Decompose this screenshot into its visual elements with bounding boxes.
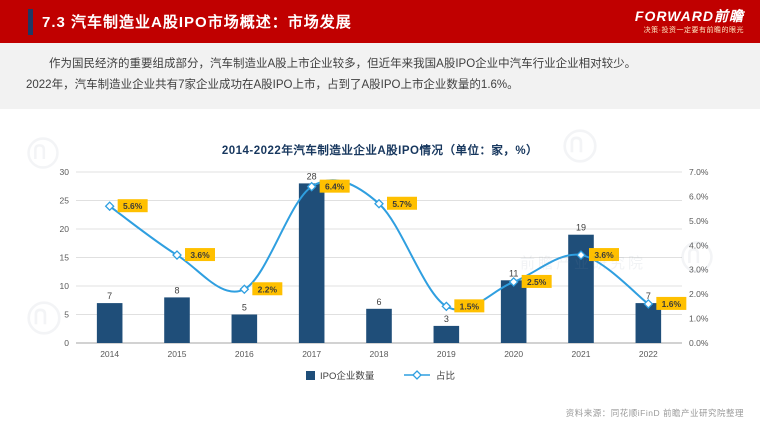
svg-text:2018: 2018 xyxy=(370,349,389,359)
svg-text:1.5%: 1.5% xyxy=(460,301,480,311)
x-axis-labels: 2014 2015 2016 2017 2018 2019 2020 2021 2022 xyxy=(100,349,658,359)
svg-text:0.0%: 0.0% xyxy=(689,338,709,348)
svg-text:2017: 2017 xyxy=(302,349,321,359)
svg-text:3.6%: 3.6% xyxy=(594,250,614,260)
svg-text:占比: 占比 xyxy=(436,370,455,382)
svg-text:30: 30 xyxy=(60,167,70,177)
svg-text:2016: 2016 xyxy=(235,349,254,359)
svg-text:15: 15 xyxy=(60,253,70,263)
svg-text:20: 20 xyxy=(60,224,70,234)
svg-text:2.5%: 2.5% xyxy=(527,277,547,287)
header-bar: 7.3 汽车制造业A股IPO市场概述：市场发展 FORWARD前瞻 决策·投资一… xyxy=(0,0,760,43)
brand-logo: FORWARD前瞻 xyxy=(634,7,744,24)
svg-text:0: 0 xyxy=(64,338,69,348)
svg-text:5.7%: 5.7% xyxy=(392,199,412,209)
svg-text:2022: 2022 xyxy=(639,349,658,359)
svg-text:2020: 2020 xyxy=(504,349,523,359)
svg-text:IPO企业数量: IPO企业数量 xyxy=(320,370,375,382)
bar-value-labels: 7 8 5 28 6 3 11 19 7 xyxy=(107,171,651,324)
svg-text:5.0%: 5.0% xyxy=(689,216,709,226)
chart-area: 0 5 10 15 20 25 30 0.0% 1.0% 2.0% 3.0% 4.0% 5.0% 6.0%… xyxy=(30,158,730,390)
svg-text:7: 7 xyxy=(107,291,112,301)
svg-text:5.6%: 5.6% xyxy=(123,201,143,211)
svg-text:1.6%: 1.6% xyxy=(662,299,682,309)
source-note: 资料来源：同花顺iFinD 前瞻产业研究院整理 xyxy=(565,408,744,418)
svg-text:3.0%: 3.0% xyxy=(689,265,709,275)
svg-text:6: 6 xyxy=(376,297,381,307)
svg-text:3.6%: 3.6% xyxy=(190,250,210,260)
svg-text:2.0%: 2.0% xyxy=(689,289,709,299)
svg-text:7: 7 xyxy=(646,291,651,301)
svg-text:11: 11 xyxy=(509,268,518,278)
line-markers xyxy=(104,181,654,312)
chart-legend: IPO企业数量 占比 xyxy=(306,370,455,382)
svg-text:6.0%: 6.0% xyxy=(689,191,709,201)
intro-line-1: 作为国民经济的重要组成部分，汽车制造业A股上市企业较多，但近年来我国A股IPO企… xyxy=(49,58,637,70)
svg-text:8: 8 xyxy=(174,285,179,295)
svg-text:7.0%: 7.0% xyxy=(689,167,709,177)
title-accent-bar xyxy=(28,8,33,35)
right-axis-labels: 0.0% 1.0% 2.0% 3.0% 4.0% 5.0% 6.0% 7.0% xyxy=(689,167,709,348)
ipo-bar-line-chart: 0 5 10 15 20 25 30 0.0% 1.0% 2.0% 3.0% 4.0% 5.0% 6.0%… xyxy=(60,167,709,382)
svg-text:28: 28 xyxy=(307,171,317,181)
svg-text:3: 3 xyxy=(444,314,449,324)
svg-text:6.4%: 6.4% xyxy=(325,182,345,192)
svg-text:5: 5 xyxy=(242,303,247,313)
svg-text:2.2%: 2.2% xyxy=(258,284,278,294)
svg-text:1.0%: 1.0% xyxy=(689,314,709,324)
intro-paragraph: 作为国民经济的重要组成部分，汽车制造业A股上市企业较多，但近年来我国A股IPO企… xyxy=(0,43,760,109)
svg-text:10: 10 xyxy=(60,281,70,291)
svg-text:2015: 2015 xyxy=(168,349,187,359)
svg-text:2014: 2014 xyxy=(100,349,119,359)
brand-block: FORWARD前瞻 决策·投资一定要有前瞻的眼光 xyxy=(635,8,744,35)
svg-text:2021: 2021 xyxy=(572,349,591,359)
svg-text:4.0%: 4.0% xyxy=(689,240,709,250)
svg-text:25: 25 xyxy=(60,196,70,206)
point-labels: 5.6% 3.6% 2.2% 6.4% 5.7% 1.5% 2.5% 3.6% 1.6% xyxy=(117,179,687,313)
intro-line-2: 2022年，汽车制造业企业共有7家企业成功在A股IPO上市，占到了A股IPO上市… xyxy=(26,79,519,92)
title-wrap: 7.3 汽车制造业A股IPO市场概述：市场发展 xyxy=(28,8,352,35)
chart-title: 2014-2022年汽车制造业企业A股IPO情况（单位：家，%） xyxy=(221,145,539,157)
svg-text:19: 19 xyxy=(576,223,586,233)
svg-text:5: 5 xyxy=(64,310,69,320)
left-axis-labels: 0 5 10 15 20 25 30 xyxy=(60,167,70,348)
page-title: 7.3 汽车制造业A股IPO市场概述：市场发展 xyxy=(42,14,352,31)
svg-text:2019: 2019 xyxy=(437,349,456,359)
brand-slogan: 决策·投资一定要有前瞻的眼光 xyxy=(643,26,744,34)
